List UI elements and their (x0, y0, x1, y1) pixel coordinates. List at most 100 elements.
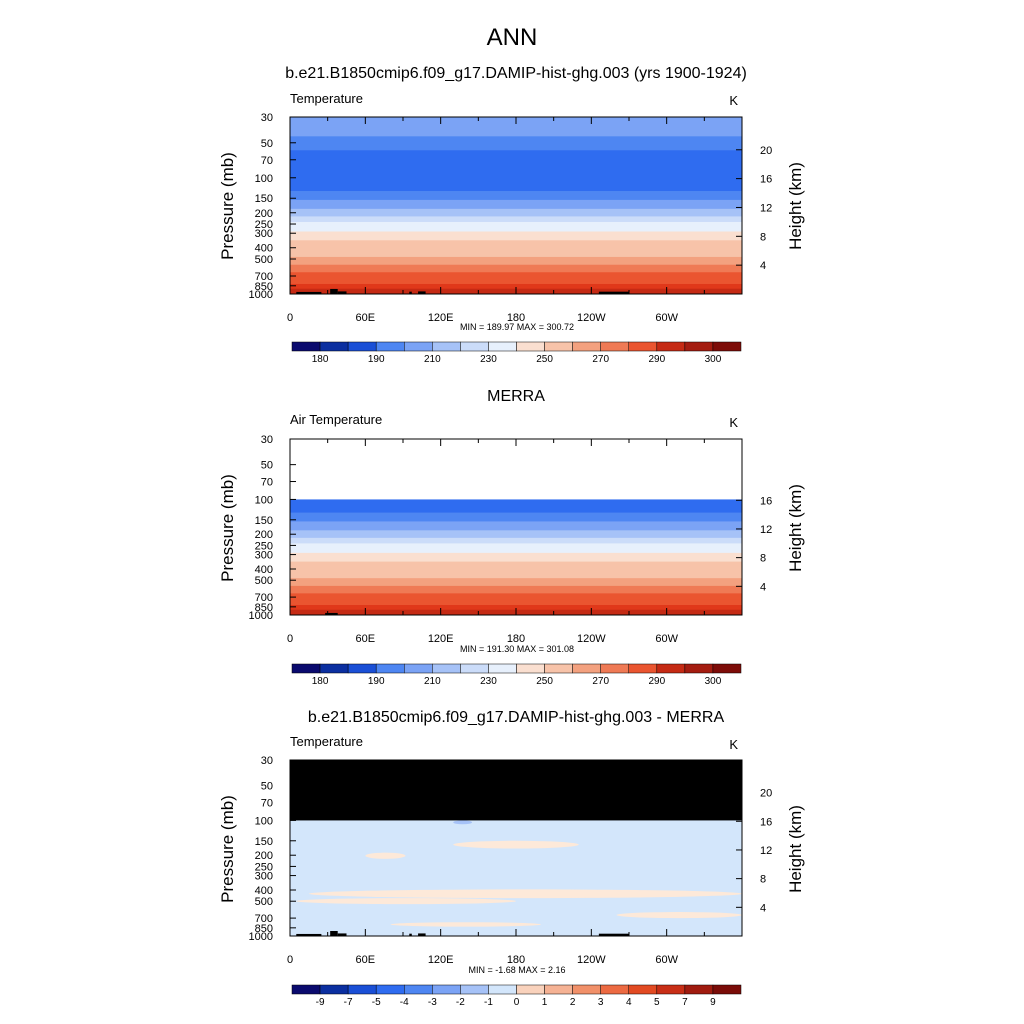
y-axis-label: Pressure (mb) (218, 474, 237, 582)
colorbar-box (291, 663, 321, 674)
y-tick-label: 70 (261, 798, 273, 810)
y-tick-label: 300 (255, 550, 273, 562)
height-tick-label: 12 (760, 845, 772, 857)
contour-band (290, 231, 742, 241)
x-tick-label: 120E (428, 633, 454, 645)
colorbar-label: -2 (456, 997, 465, 1008)
colorbar-box (628, 341, 658, 352)
y-tick-label: 850 (255, 281, 273, 293)
y-tick-label: 70 (261, 477, 273, 489)
y-tick-label: 300 (255, 871, 273, 883)
colorbar-box (544, 663, 573, 674)
y-tick-label: 30 (261, 755, 273, 767)
height-axis-ticks: 20 16 12 8 4 (736, 788, 772, 914)
colorbar-label: 270 (592, 676, 609, 687)
plot-area (290, 499, 742, 615)
colorbar-box (600, 984, 629, 995)
difference-region-cool (453, 820, 473, 825)
contour-band (290, 512, 742, 522)
colorbar-label: 190 (368, 354, 385, 365)
height-tick-label: 16 (760, 495, 772, 507)
units-label: K (729, 415, 738, 430)
y-tick-label: 400 (255, 885, 273, 897)
topography-mask (598, 933, 629, 936)
panel-model: b.e21.B1850cmip6.f09_g17.DAMIP-hist-ghg.… (218, 65, 805, 365)
colorbar-label: -7 (344, 997, 353, 1008)
colorbar-label: 190 (368, 676, 385, 687)
x-axis-ticks: 0 60E 120E 180 120W 60W (287, 760, 743, 966)
colorbar-box (572, 663, 601, 674)
colorbar-box (375, 984, 405, 995)
x-tick-label: 60E (356, 633, 376, 645)
contour-band (290, 570, 742, 579)
colorbar-label: -1 (484, 997, 493, 1008)
difference-region-warm (296, 898, 516, 905)
difference-region-warm (390, 922, 542, 927)
colorbar-box (347, 984, 377, 995)
y-tick-label: 1000 (249, 931, 273, 943)
plot-area (290, 760, 742, 936)
contour-band (290, 521, 742, 531)
contour-band (290, 136, 742, 151)
x-tick-label: 120E (428, 312, 454, 324)
y-axis-label: Pressure (mb) (218, 795, 237, 903)
colorbar-box (319, 663, 349, 674)
contour-band (290, 593, 742, 601)
contour-band (290, 216, 742, 223)
topography-mask (330, 288, 338, 294)
topography-mask (325, 612, 338, 615)
colorbar-box (488, 663, 517, 674)
colorbar-box (460, 663, 489, 674)
height-tick-label: 8 (760, 874, 766, 886)
colorbar-label: -9 (316, 997, 325, 1008)
colorbar-box (460, 984, 489, 995)
contour-band (290, 605, 742, 611)
topography-mask (418, 933, 426, 936)
y-tick-label: 30 (261, 434, 273, 446)
x-tick-label: 60W (655, 954, 678, 966)
y-tick-label: 200 (255, 529, 273, 541)
units-label: K (729, 737, 738, 752)
colorbar-label: 3 (598, 997, 604, 1008)
colorbar-box (404, 984, 433, 995)
stats-label: MIN = -1.68 MAX = 2.16 (468, 965, 565, 975)
colorbar-label: -4 (400, 997, 409, 1008)
panel-subtitle: MERRA (487, 388, 545, 405)
plot-area (290, 117, 742, 294)
topography-mask (296, 291, 322, 294)
contour-band (290, 208, 742, 217)
colorbar-box (404, 341, 433, 352)
colorbar-box (684, 341, 714, 352)
y-tick-label: 250 (255, 540, 273, 552)
x-tick-label: 120W (577, 954, 606, 966)
colorbar-box (375, 341, 405, 352)
panel-merra: MERRA Air Temperature K Pressure (mb) He… (218, 388, 805, 687)
colorbar-box (432, 984, 461, 995)
topography-mask (418, 291, 426, 294)
colorbar-label: 250 (536, 676, 553, 687)
colorbar-box (656, 341, 686, 352)
colorbar-box (516, 663, 545, 674)
y-axis-label-right: Height (km) (786, 162, 805, 250)
difference-region-warm (453, 840, 579, 849)
x-tick-label: 120W (577, 633, 606, 645)
x-tick-label: 60W (655, 633, 678, 645)
topography-mask (330, 930, 338, 936)
y-axis-label-right: Height (km) (786, 484, 805, 572)
colorbar-label: 290 (648, 676, 665, 687)
topography-mask (409, 291, 412, 294)
difference-region-warm (308, 889, 742, 899)
colorbar-box (600, 341, 629, 352)
height-tick-label: 8 (760, 553, 766, 565)
colorbar-box (656, 984, 686, 995)
y-tick-label: 100 (255, 173, 273, 185)
contour-band (290, 117, 742, 137)
x-tick-label: 0 (287, 312, 293, 324)
x-tick-label: 180 (507, 954, 525, 966)
colorbar-box (712, 984, 742, 995)
contour-band (290, 191, 742, 201)
y-tick-label: 150 (255, 515, 273, 527)
y-tick-label: 300 (255, 228, 273, 240)
y-tick-label: 400 (255, 243, 273, 255)
